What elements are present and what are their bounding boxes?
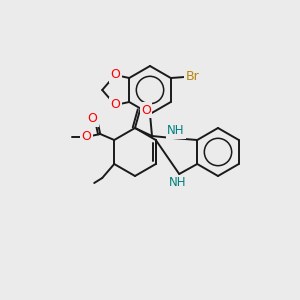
Text: NH: NH: [169, 176, 186, 190]
Text: O: O: [81, 130, 91, 143]
Text: O: O: [110, 98, 120, 112]
Text: O: O: [87, 112, 97, 125]
Text: O: O: [141, 103, 151, 116]
Text: Br: Br: [186, 70, 200, 83]
Text: NH: NH: [167, 124, 185, 137]
Text: O: O: [110, 68, 120, 82]
